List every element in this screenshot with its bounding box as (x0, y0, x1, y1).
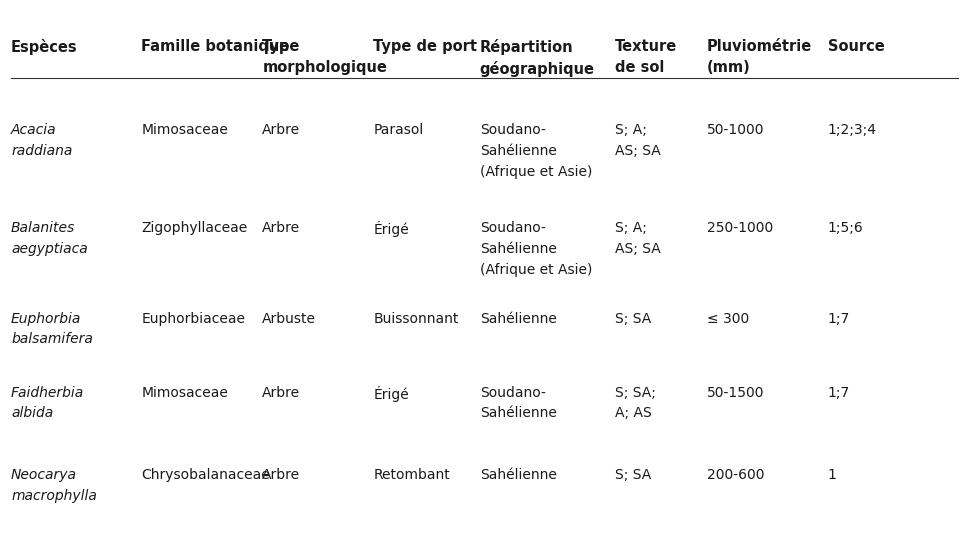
Text: Érigé: Érigé (373, 221, 409, 237)
Text: Arbre: Arbre (263, 386, 300, 400)
Text: Espèces: Espèces (11, 38, 78, 54)
Text: Pluviométrie
(mm): Pluviométrie (mm) (706, 38, 812, 75)
Text: Faidherbia
albida: Faidherbia albida (11, 386, 84, 421)
Text: Chrysobalanaceae: Chrysobalanaceae (141, 468, 270, 482)
Text: 1;7: 1;7 (828, 312, 850, 326)
Text: 200-600: 200-600 (706, 468, 765, 482)
Text: 250-1000: 250-1000 (706, 221, 773, 236)
Text: Neocarya
macrophylla: Neocarya macrophylla (11, 468, 97, 503)
Text: 1: 1 (828, 468, 836, 482)
Text: Mimosaceae: Mimosaceae (141, 386, 229, 400)
Text: 50-1000: 50-1000 (706, 123, 765, 138)
Text: Buissonnant: Buissonnant (373, 312, 458, 326)
Text: Arbre: Arbre (263, 221, 300, 236)
Text: Soudano-
Sahélienne
(Afrique et Asie): Soudano- Sahélienne (Afrique et Asie) (480, 123, 592, 179)
Text: Érigé: Érigé (373, 386, 409, 402)
Text: Type
morphologique: Type morphologique (263, 38, 388, 75)
Text: Soudano-
Sahélienne
(Afrique et Asie): Soudano- Sahélienne (Afrique et Asie) (480, 221, 592, 277)
Text: Euphorbia
balsamifera: Euphorbia balsamifera (11, 312, 93, 346)
Text: 1;7: 1;7 (828, 386, 850, 400)
Text: Sahélienne: Sahélienne (480, 468, 556, 482)
Text: S; SA: S; SA (615, 468, 651, 482)
Text: 1;5;6: 1;5;6 (828, 221, 863, 236)
Text: Zigophyllaceae: Zigophyllaceae (141, 221, 248, 236)
Text: 1;2;3;4: 1;2;3;4 (828, 123, 877, 138)
Text: S; A;
AS; SA: S; A; AS; SA (615, 221, 661, 256)
Text: Répartition
géographique: Répartition géographique (480, 38, 595, 77)
Text: Mimosaceae: Mimosaceae (141, 123, 229, 138)
Text: Euphorbiaceae: Euphorbiaceae (141, 312, 245, 326)
Text: S; SA: S; SA (615, 312, 651, 326)
Text: S; A;
AS; SA: S; A; AS; SA (615, 123, 661, 158)
Text: Famille botanique: Famille botanique (141, 38, 290, 53)
Text: Arbre: Arbre (263, 468, 300, 482)
Text: Arbuste: Arbuste (263, 312, 316, 326)
Text: Acacia
raddiana: Acacia raddiana (11, 123, 73, 158)
Text: Soudano-
Sahélienne: Soudano- Sahélienne (480, 386, 556, 421)
Text: Sahélienne: Sahélienne (480, 312, 556, 326)
Text: Type de port: Type de port (373, 38, 478, 53)
Text: Source: Source (828, 38, 885, 53)
Text: Balanites
aegyptiaca: Balanites aegyptiaca (11, 221, 88, 256)
Text: S; SA;
A; AS: S; SA; A; AS (615, 386, 656, 421)
Text: Retombant: Retombant (373, 468, 451, 482)
Text: ≤ 300: ≤ 300 (706, 312, 749, 326)
Text: Texture
de sol: Texture de sol (615, 38, 677, 75)
Text: 50-1500: 50-1500 (706, 386, 765, 400)
Text: Parasol: Parasol (373, 123, 423, 138)
Text: Arbre: Arbre (263, 123, 300, 138)
